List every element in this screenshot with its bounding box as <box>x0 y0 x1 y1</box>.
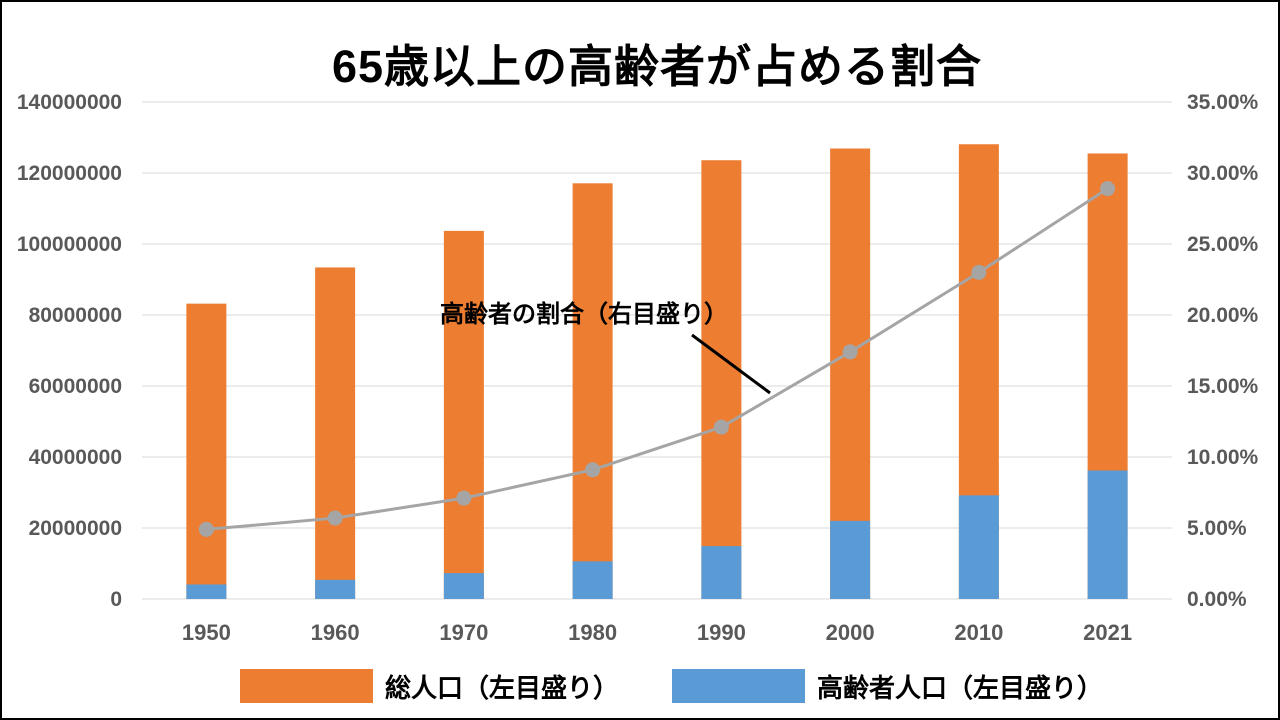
bar-elderly-2010 <box>958 495 999 599</box>
annotation-leader-line <box>691 333 771 395</box>
right-axis-tick-label: 20.00% <box>1187 304 1259 327</box>
right-axis-tick-label: 25.00% <box>1187 233 1259 256</box>
x-axis-label-2021: 2021 <box>1083 620 1132 645</box>
bar-total-1980 <box>572 183 613 600</box>
left-axis-tick-label: 80000000 <box>29 304 122 327</box>
line-series-annotation: 高齢者の割合（右目盛り） <box>440 301 728 328</box>
left-axis-tick-label: 120000000 <box>17 162 122 185</box>
bar-elderly-2000 <box>830 520 871 599</box>
bar-elderly-1950 <box>186 584 227 599</box>
right-axis-tick-label: 10.00% <box>1187 446 1259 469</box>
ratio-marker-1990 <box>713 419 729 435</box>
ratio-marker-2010 <box>971 264 987 280</box>
bar-elderly-1990 <box>701 546 742 599</box>
left-axis-tick-label: 140000000 <box>17 91 122 114</box>
ratio-marker-2000 <box>842 344 858 360</box>
right-axis-tick-label: 15.00% <box>1187 375 1259 398</box>
x-axis-label-1960: 1960 <box>311 620 360 645</box>
left-axis-tick-label: 60000000 <box>29 375 122 398</box>
x-axis-label-1990: 1990 <box>697 620 746 645</box>
ratio-marker-2021 <box>1100 181 1116 197</box>
legend-item-total: 総人口（左目盛り） <box>240 669 619 703</box>
chart-title: 65歳以上の高齢者が占める割合 <box>331 41 983 92</box>
bar-elderly-2021 <box>1087 470 1128 599</box>
left-axis-tick-label: 100000000 <box>17 233 122 256</box>
ratio-marker-1980 <box>585 462 601 478</box>
bar-total-1950 <box>186 303 227 599</box>
bar-total-1960 <box>315 267 356 599</box>
right-axis-tick-label: 0.00% <box>1187 588 1247 611</box>
legend-item-elderly: 高齢者人口（左目盛り） <box>672 669 1103 703</box>
x-axis-label-1980: 1980 <box>568 620 617 645</box>
bar-elderly-1970 <box>443 573 484 599</box>
left-axis-tick-label: 40000000 <box>29 446 122 469</box>
legend-swatch-elderly-population <box>672 669 805 703</box>
bar-elderly-1960 <box>315 579 356 599</box>
left-axis-tick-label: 20000000 <box>29 517 122 540</box>
legend-label-total-population: 総人口（左目盛り） <box>385 672 620 703</box>
legend-swatch-total-population <box>240 669 373 703</box>
bar-elderly-1980 <box>572 561 613 599</box>
x-axis-label-2000: 2000 <box>826 620 875 645</box>
ratio-line <box>206 187 1109 531</box>
right-axis-tick-label: 30.00% <box>1187 162 1259 185</box>
left-axis-tick-label: 0 <box>110 588 122 611</box>
right-axis-tick-label: 35.00% <box>1187 91 1259 114</box>
ratio-marker-1960 <box>327 510 343 526</box>
x-axis-label-1970: 1970 <box>439 620 488 645</box>
x-axis-label-1950: 1950 <box>182 620 231 645</box>
bar-total-1970 <box>443 230 484 600</box>
ratio-marker-1950 <box>198 521 214 537</box>
x-axis-label-2010: 2010 <box>954 620 1003 645</box>
bar-total-1990 <box>701 160 742 599</box>
legend-label-elderly-population: 高齢者人口（左目盛り） <box>817 672 1104 703</box>
right-axis-tick-label: 5.00% <box>1187 517 1247 540</box>
ratio-marker-1970 <box>456 490 472 506</box>
